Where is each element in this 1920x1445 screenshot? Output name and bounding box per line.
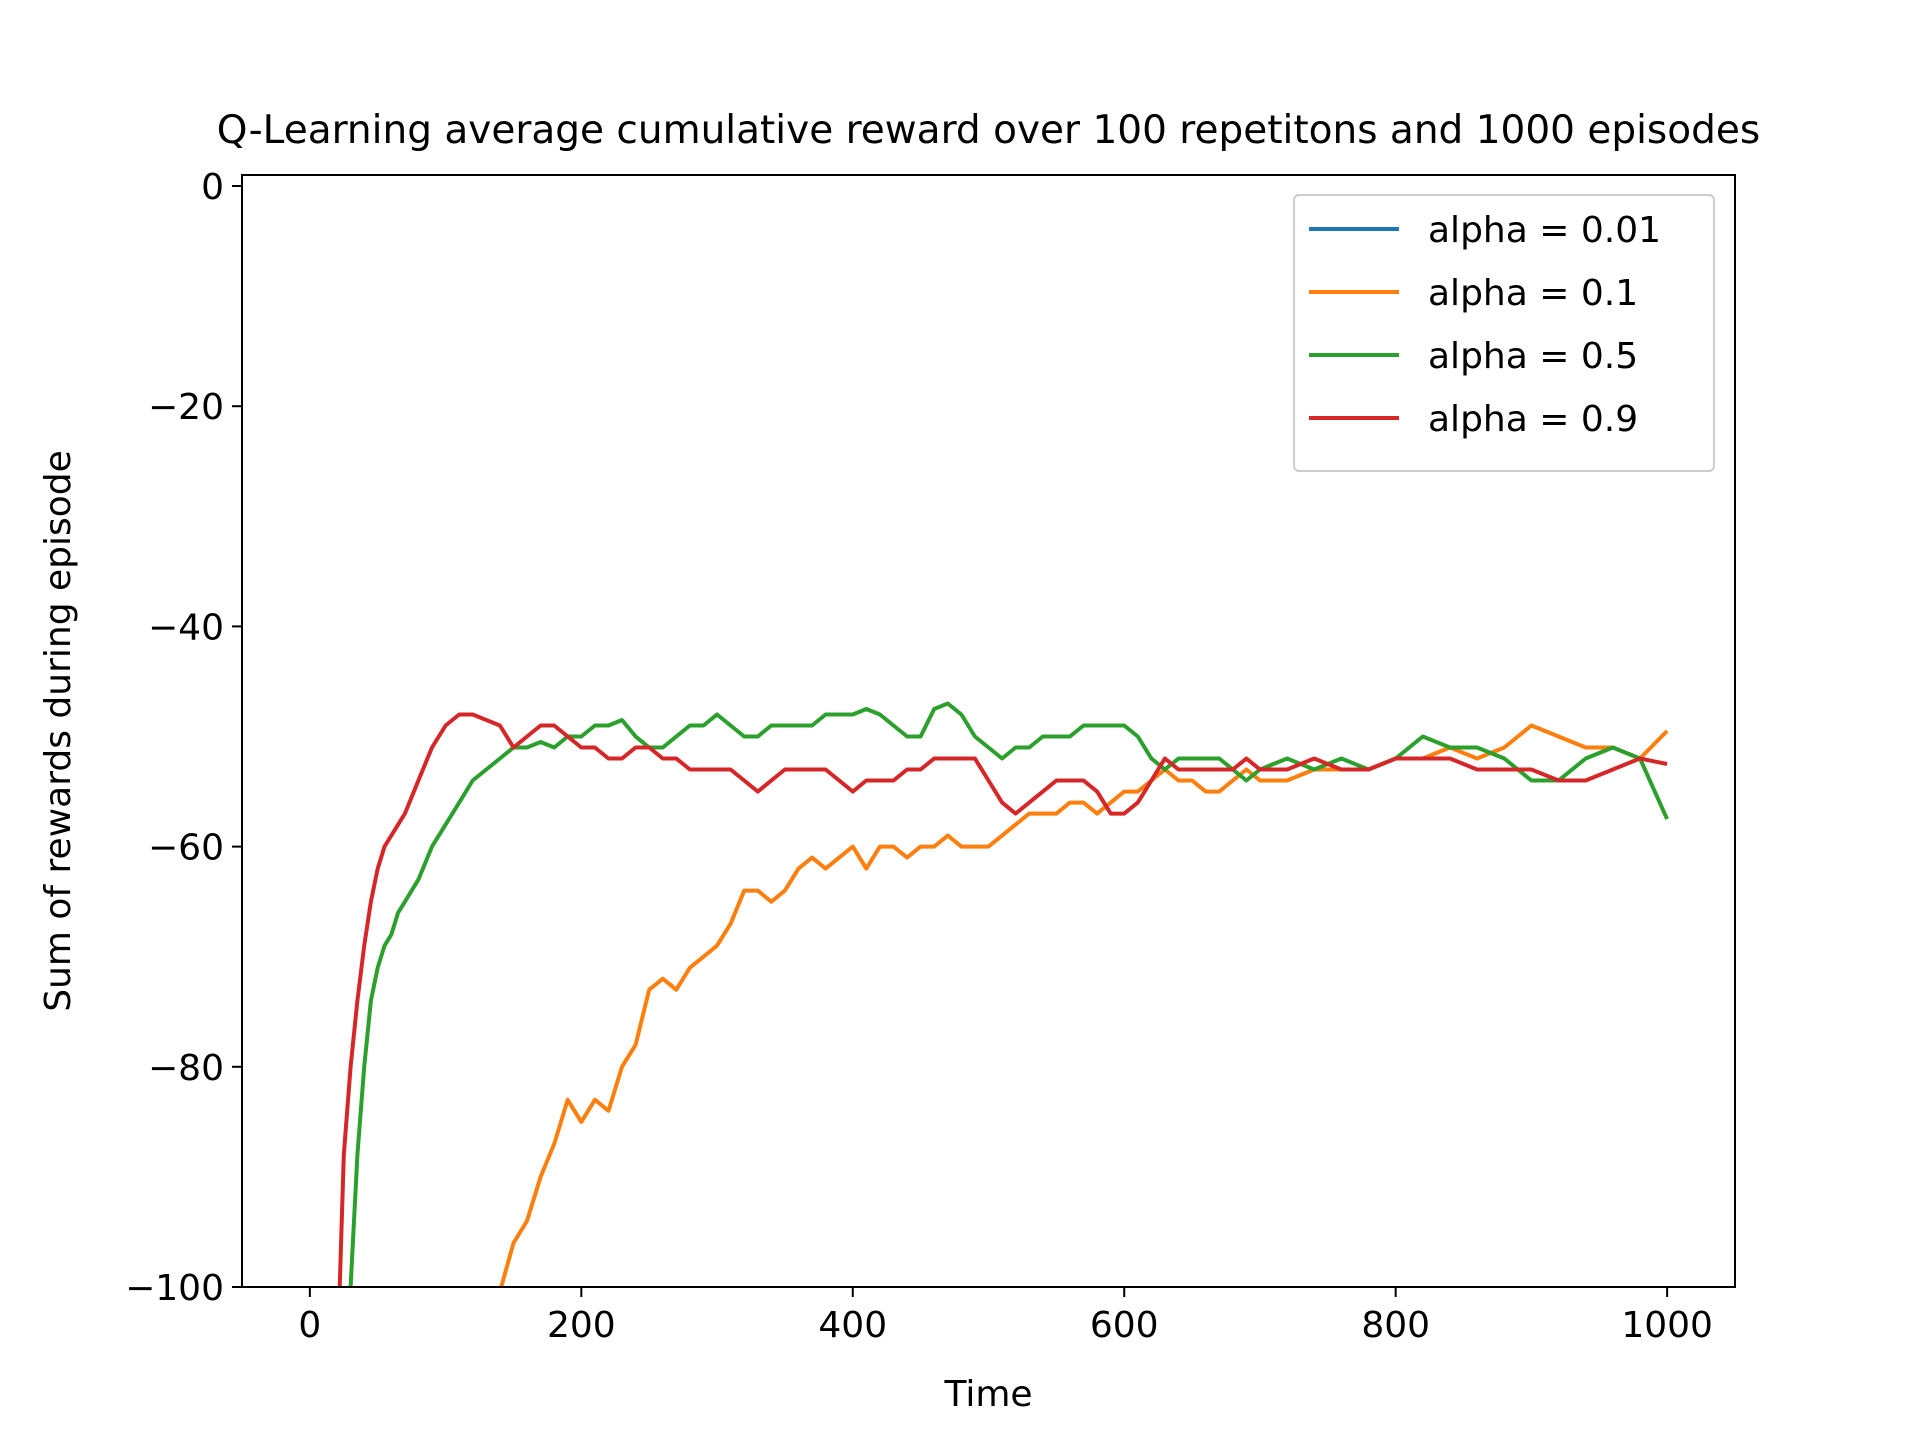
- legend-label-1: alpha = 0.1: [1428, 273, 1638, 314]
- x-tick-label: 400: [818, 1305, 887, 1346]
- x-axis-ticks: 0 200 400 600 800 1000: [298, 1287, 1713, 1346]
- x-tick-label: 800: [1361, 1305, 1430, 1346]
- y-axis-label: Sum of rewards during episode: [38, 450, 79, 1012]
- axes-frame: [241, 174, 1736, 1288]
- x-tick-label: 600: [1090, 1305, 1159, 1346]
- y-tick-label: −60: [148, 828, 224, 869]
- y-tick-label: −100: [125, 1268, 224, 1309]
- legend-label-3: alpha = 0.9: [1428, 399, 1638, 440]
- legend-box: [1293, 194, 1715, 472]
- x-tick-label: 1000: [1621, 1305, 1713, 1346]
- x-axis-label: Time: [943, 1374, 1032, 1415]
- legend-label-0: alpha = 0.01: [1428, 210, 1661, 251]
- y-axis-ticks: 0 −20 −40 −60 −80 −100: [125, 167, 242, 1309]
- y-tick-label: −20: [148, 387, 224, 428]
- series-line-2: [348, 701, 1669, 1287]
- legend-label-2: alpha = 0.5: [1428, 336, 1638, 377]
- legend: alpha = 0.01 alpha = 0.1 alpha = 0.5 alpha …: [1293, 194, 1715, 472]
- series-layer: [337, 701, 1669, 1287]
- y-tick-label: −80: [148, 1048, 224, 1089]
- chart-title: Q-Learning average cumulative reward ove…: [217, 108, 1760, 153]
- series-line-3: [337, 712, 1668, 1287]
- x-tick-label: 0: [298, 1305, 321, 1346]
- y-tick-label: −40: [148, 607, 224, 648]
- x-tick-label: 200: [547, 1305, 616, 1346]
- y-tick-label: 0: [201, 167, 224, 208]
